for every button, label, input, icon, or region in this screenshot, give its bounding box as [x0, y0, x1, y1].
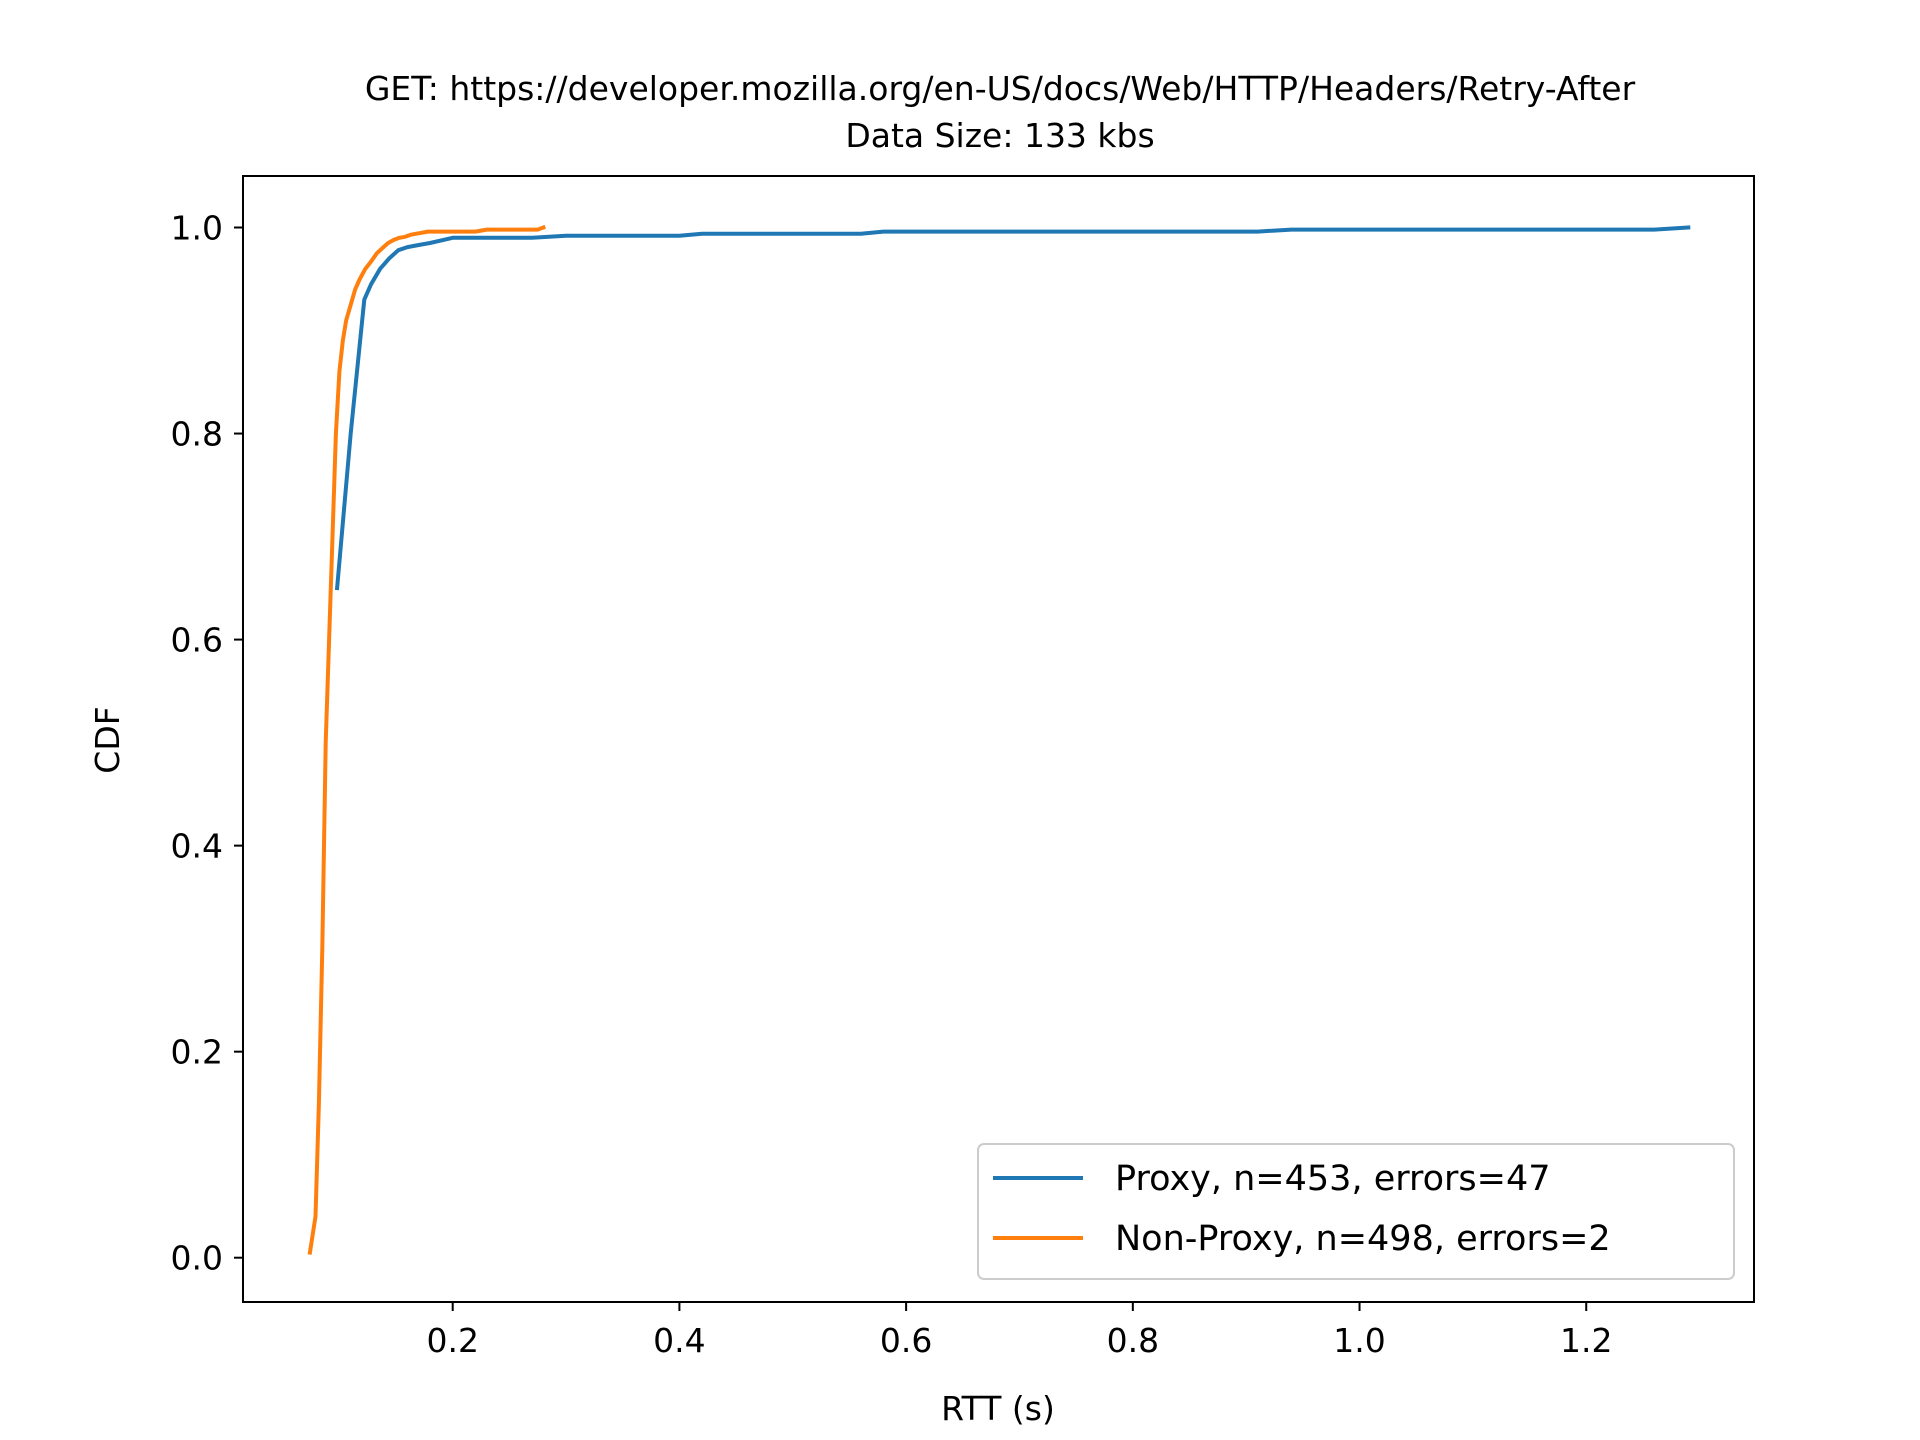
- x-tick-label: 0.2: [426, 1321, 478, 1360]
- legend-box: [977, 1143, 1735, 1280]
- chart-title: GET: https://developer.mozilla.org/en-US…: [365, 69, 1636, 108]
- series-line-non-proxy: [307, 224, 546, 1255]
- y-tick-label: 0.0: [171, 1239, 223, 1278]
- x-tick-label: 0.6: [880, 1321, 932, 1360]
- series-line-proxy: [334, 225, 1691, 591]
- legend: Proxy, n=453, errors=47 Non-Proxy, n=498…: [977, 1143, 1735, 1280]
- x-tick-label: 0.8: [1107, 1321, 1159, 1360]
- y-tick-label: 0.8: [171, 415, 223, 454]
- y-tick-label: 0.6: [171, 621, 223, 660]
- x-tick-label: 1.2: [1560, 1321, 1612, 1360]
- y-axis-label: CDF: [88, 706, 127, 773]
- y-axis: 0.0 0.2 0.4 0.6 0.8 1.0: [171, 209, 243, 1278]
- series-group: [307, 224, 1691, 1255]
- y-tick-label: 0.2: [171, 1033, 223, 1072]
- x-tick-label: 0.4: [653, 1321, 705, 1360]
- x-axis-label: RTT (s): [941, 1389, 1055, 1428]
- plot-area: [242, 175, 1755, 1303]
- legend-label-non-proxy: Non-Proxy, n=498, errors=2: [1115, 1219, 1611, 1259]
- x-tick-label: 1.0: [1333, 1321, 1385, 1360]
- chart-subtitle: Data Size: 133 kbs: [845, 116, 1154, 155]
- y-tick-label: 1.0: [171, 209, 223, 248]
- x-axis: 0.2 0.4 0.6 0.8 1.0 1.2: [426, 1302, 1612, 1360]
- y-tick-label: 0.4: [171, 827, 223, 866]
- legend-label-proxy: Proxy, n=453, errors=47: [1115, 1159, 1551, 1199]
